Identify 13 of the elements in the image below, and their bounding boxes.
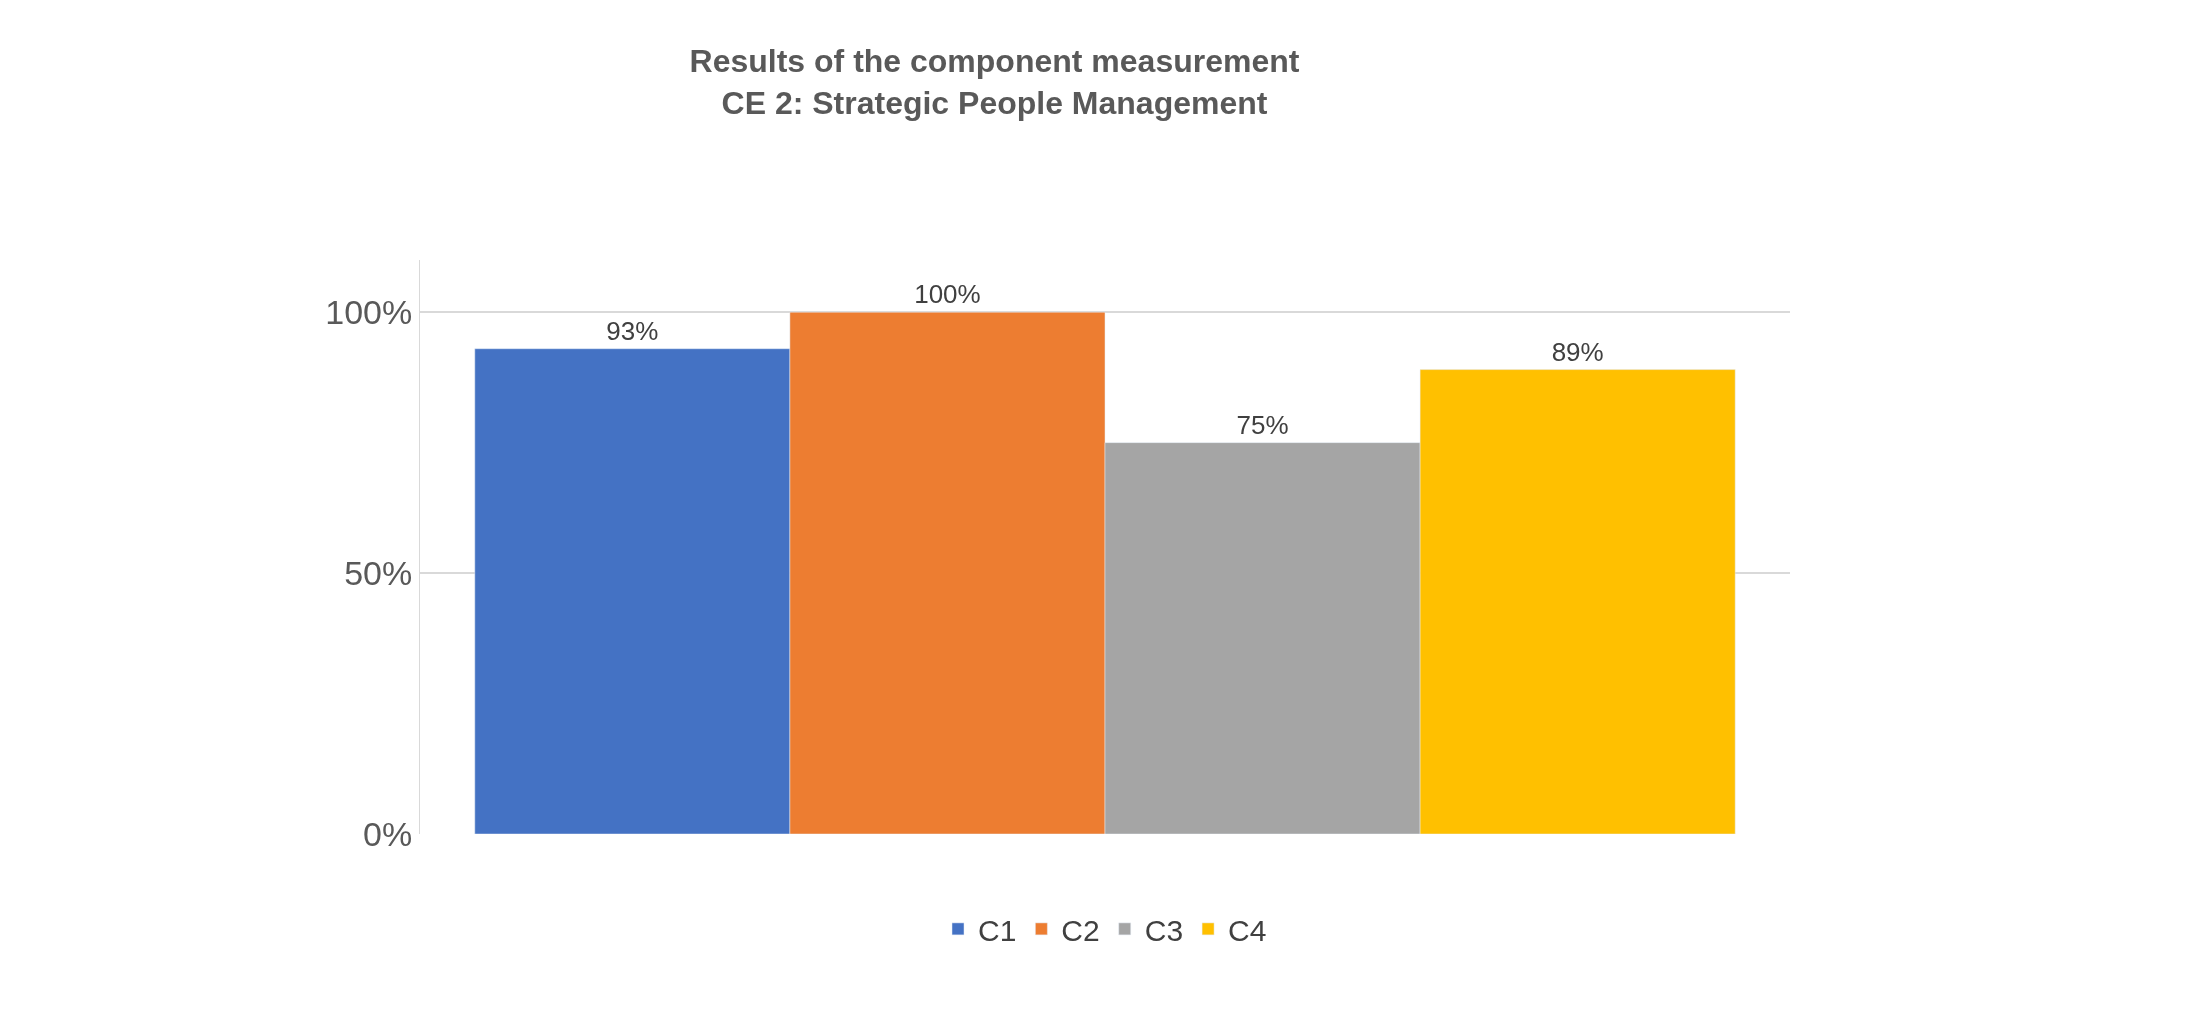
legend-label: C1 <box>978 913 1017 947</box>
chart-title: Results of the component measurement <box>689 43 1300 80</box>
y-tick-label: 50% <box>344 553 413 592</box>
y-tick-label: 0% <box>363 814 413 853</box>
data-label: 75% <box>1236 409 1289 440</box>
legend-label: C4 <box>1228 913 1267 947</box>
data-label: 100% <box>914 279 981 310</box>
chart-subtitle: CE 2: Strategic People Management <box>721 84 1268 121</box>
data-label: 89% <box>1551 336 1604 367</box>
legend-label: C2 <box>1061 913 1100 947</box>
y-tick-label: 100% <box>325 293 413 332</box>
legend-label: C3 <box>1144 913 1184 947</box>
data-label: 93% <box>606 315 659 346</box>
